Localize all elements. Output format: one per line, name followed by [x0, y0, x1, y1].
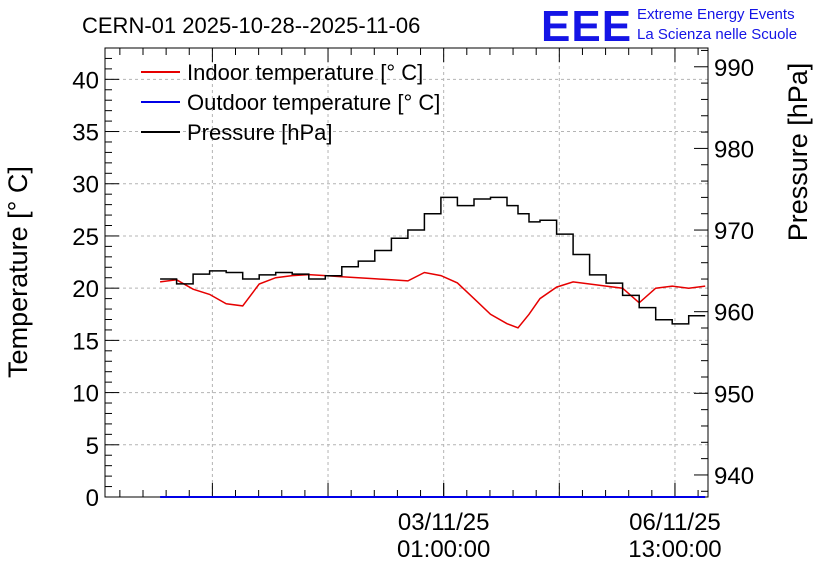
x-tick-label-time: 01:00:00 — [397, 536, 490, 563]
right-axis-title: Pressure [hPa] — [783, 63, 813, 242]
left-tick-label: 20 — [72, 276, 99, 303]
right-tick-label: 980 — [714, 136, 754, 163]
x-tick-label-time: 13:00:00 — [628, 536, 721, 563]
left-tick-label: 25 — [72, 224, 99, 251]
left-tick-label: 35 — [72, 120, 99, 147]
left-axis-title: Temperature [° C] — [3, 166, 33, 378]
legend-label-pressure: Pressure [hPa] — [187, 120, 333, 145]
legend-label-indoor: Indoor temperature [° C] — [187, 60, 423, 85]
tick-labels: 0 5 10 15 20 25 30 35 40 940 950 960 970 980 990 03/11/… — [72, 55, 754, 563]
eee-logo-line2: La Scienza nelle Scuole — [637, 26, 797, 43]
eee-logo-line1: Extreme Energy Events — [637, 6, 795, 23]
right-tick-label: 970 — [714, 218, 754, 245]
left-tick-label: 5 — [86, 433, 99, 460]
series-lines — [160, 196, 706, 498]
right-tick-label: 960 — [714, 300, 754, 327]
left-tick-label: 10 — [72, 381, 99, 408]
legend-label-outdoor: Outdoor temperature [° C] — [187, 90, 440, 115]
right-tick-label: 950 — [714, 381, 754, 408]
legend: Indoor temperature [° C] Outdoor tempera… — [141, 60, 440, 145]
series-line-indoor — [160, 271, 706, 329]
eee-logo-text: EEE — [541, 2, 632, 51]
left-tick-label: 0 — [86, 485, 99, 512]
x-tick-label-date: 06/11/25 — [629, 509, 721, 536]
x-tick-label-date: 03/11/25 — [398, 509, 490, 536]
series-line-pressure — [160, 196, 706, 325]
grid-lines — [105, 48, 708, 497]
left-tick-label: 15 — [72, 328, 99, 355]
left-tick-label: 30 — [72, 172, 99, 199]
chart-title: CERN-01 2025-10-28--2025-11-06 — [82, 13, 420, 38]
plot-frame — [104, 47, 709, 498]
right-tick-label: 940 — [714, 463, 754, 490]
left-tick-label: 40 — [72, 67, 99, 94]
right-tick-label: 990 — [714, 55, 754, 82]
axes — [104, 47, 709, 498]
eee-logo: EEE Extreme Energy Events La Scienza nel… — [541, 2, 797, 51]
